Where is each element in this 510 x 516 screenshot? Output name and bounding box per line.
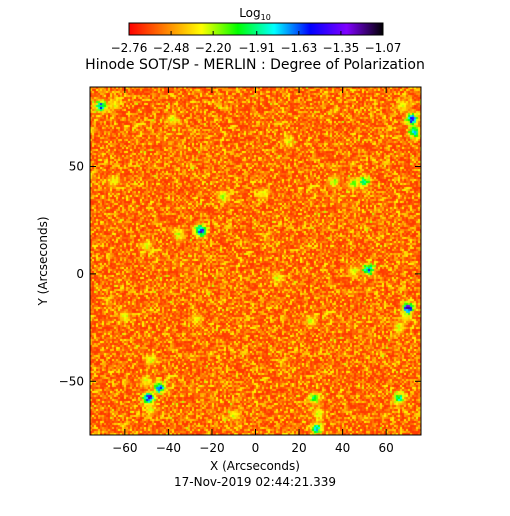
- x-tick-label: −20: [199, 441, 224, 455]
- colorbar-tick-label: −2.48: [153, 41, 190, 55]
- y-tick-label: 0: [76, 267, 84, 281]
- y-axis-label: Y (Arcseconds): [36, 216, 50, 306]
- colorbar-tick-label: −2.76: [111, 41, 148, 55]
- heatmap: [90, 87, 421, 435]
- x-tick-label: 40: [335, 441, 350, 455]
- timestamp: 17-Nov-2019 02:44:21.339: [174, 475, 336, 489]
- colorbar-tick-label: −1.63: [280, 41, 317, 55]
- heatmap-image: [90, 87, 421, 435]
- y-axis: −50 0 50: [59, 159, 421, 388]
- colorbar-label: Log10: [239, 6, 271, 22]
- x-axis: −60 −40 −20 0 20 40 60: [112, 87, 394, 455]
- x-tick-label: −60: [112, 441, 137, 455]
- x-tick-label: 60: [379, 441, 394, 455]
- colorbar-ticks: −2.76 −2.48 −2.20 −1.91 −1.63 −1.35 −1.07: [111, 31, 402, 55]
- colorbar-tick-label: −1.35: [323, 41, 360, 55]
- colorbar-tick-label: −2.20: [195, 41, 232, 55]
- colorbar: [128, 22, 384, 36]
- x-tick-label: 20: [291, 441, 306, 455]
- x-axis-label: X (Arcseconds): [210, 459, 300, 473]
- y-tick-label: 50: [69, 159, 84, 173]
- colorbar-tick-label: −1.07: [365, 41, 402, 55]
- colorbar-tick-label: −1.91: [238, 41, 275, 55]
- chart-title: Hinode SOT/SP - MERLIN : Degree of Polar…: [85, 57, 425, 73]
- x-tick-label: −40: [156, 441, 181, 455]
- y-tick-label: −50: [59, 374, 84, 388]
- x-tick-label: 0: [252, 441, 260, 455]
